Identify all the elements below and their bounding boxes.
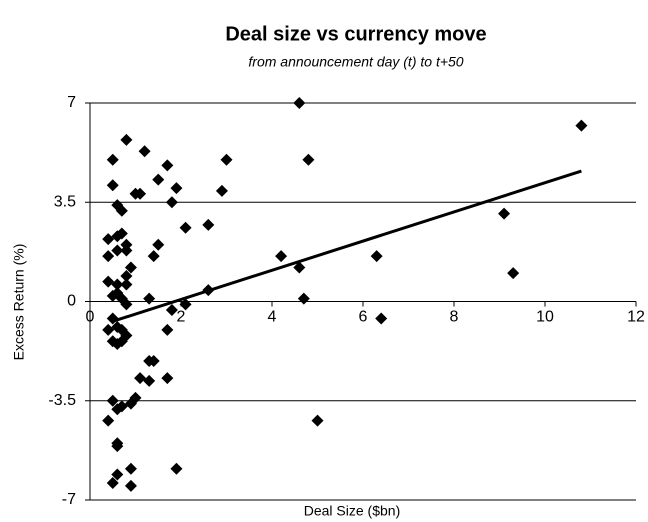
point — [147, 355, 160, 368]
point — [102, 250, 115, 263]
x-tick-label: 4 — [268, 309, 277, 326]
point — [220, 153, 233, 166]
point — [124, 479, 137, 492]
point — [297, 292, 310, 305]
point — [124, 261, 137, 274]
point — [165, 304, 178, 317]
point — [293, 261, 306, 274]
point — [106, 179, 119, 192]
point — [120, 133, 133, 146]
x-tick-label: 12 — [627, 309, 645, 326]
y-tick-label: -3.5 — [48, 392, 76, 409]
point — [147, 250, 160, 263]
point — [111, 440, 124, 453]
x-tick-label: 10 — [536, 309, 554, 326]
y-tick-label: 3.5 — [54, 193, 76, 210]
point — [124, 462, 137, 475]
point — [161, 159, 174, 172]
point — [106, 394, 119, 407]
point — [507, 267, 520, 280]
point — [575, 119, 588, 132]
point — [375, 312, 388, 325]
point — [134, 372, 147, 385]
chart-subtitle: from announcement day (t) to t+50 — [248, 54, 463, 70]
point — [102, 275, 115, 288]
point — [302, 153, 315, 166]
y-tick-label: 7 — [67, 94, 76, 111]
point — [106, 289, 119, 302]
point — [370, 250, 383, 263]
point — [111, 338, 124, 351]
point — [115, 204, 128, 217]
chart-title: Deal size vs currency move — [225, 23, 486, 45]
point — [152, 173, 165, 186]
point — [120, 278, 133, 291]
point — [143, 292, 156, 305]
point — [124, 397, 137, 410]
point — [311, 414, 324, 427]
y-axis-label: Excess Return (%) — [11, 244, 27, 361]
point — [120, 244, 133, 257]
point — [120, 329, 133, 342]
point — [170, 182, 183, 195]
point — [498, 207, 511, 220]
x-tick-label: 2 — [177, 309, 186, 326]
point — [102, 323, 115, 336]
point — [165, 196, 178, 209]
point — [152, 238, 165, 251]
point — [111, 403, 124, 416]
x-tick-label: 8 — [450, 309, 459, 326]
y-tick-label: -7 — [62, 491, 76, 508]
point — [106, 476, 119, 489]
point — [215, 184, 228, 197]
point — [115, 227, 128, 240]
y-tick-label: 0 — [67, 293, 76, 310]
point — [111, 244, 124, 257]
point — [143, 374, 156, 387]
point — [102, 233, 115, 246]
point — [106, 153, 119, 166]
point — [111, 278, 124, 291]
point — [202, 218, 215, 231]
x-axis-label: Deal Size ($bn) — [304, 503, 401, 519]
point — [120, 298, 133, 311]
x-tick-label: 6 — [359, 309, 368, 326]
point — [138, 145, 151, 158]
point — [170, 462, 183, 475]
trendline — [112, 169, 582, 323]
point — [179, 298, 192, 311]
point — [275, 250, 288, 263]
point — [134, 187, 147, 200]
point — [102, 414, 115, 427]
point — [161, 372, 174, 385]
point — [293, 97, 306, 109]
point — [120, 269, 133, 282]
point — [179, 221, 192, 234]
x-tick-label: 0 — [86, 309, 95, 326]
point — [161, 323, 174, 336]
point — [111, 468, 124, 481]
